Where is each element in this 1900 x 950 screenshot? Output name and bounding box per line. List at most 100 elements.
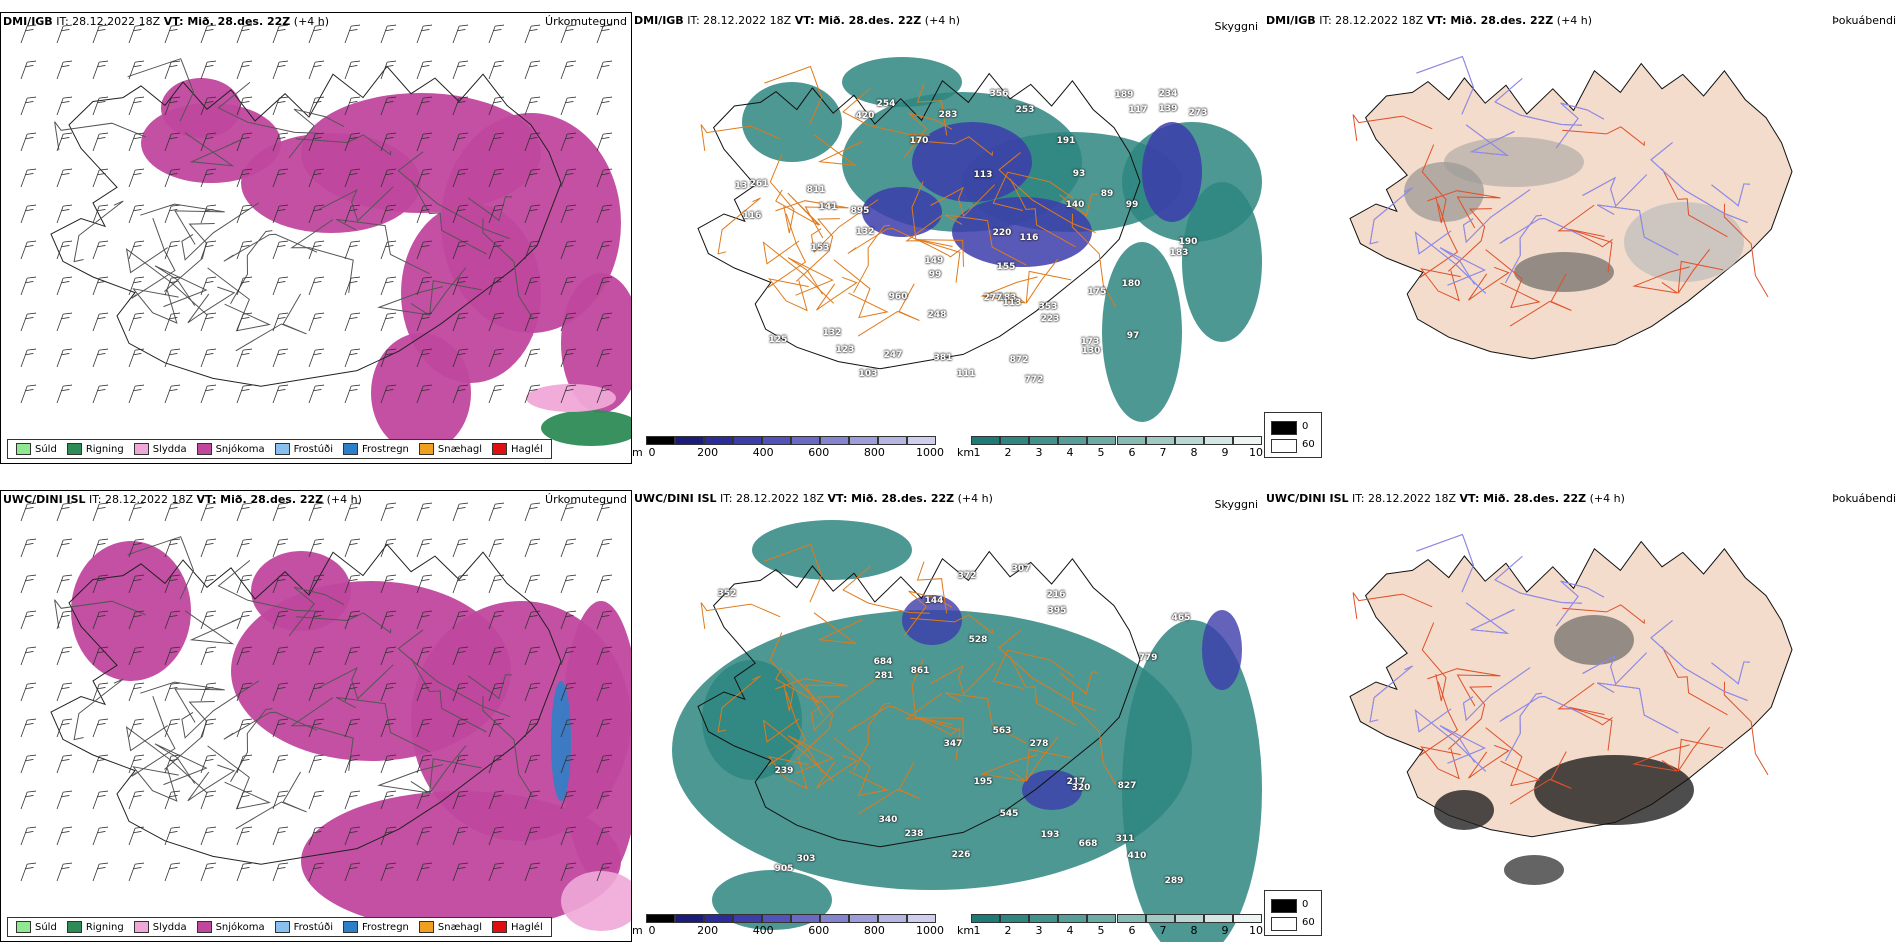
road-line bbox=[154, 265, 208, 308]
wind-barb-flag bbox=[457, 543, 466, 546]
colorbar-segment bbox=[704, 436, 733, 445]
cloud-base-value: 116 bbox=[1019, 233, 1039, 243]
wind-barb-flag bbox=[27, 312, 37, 315]
wind-barb-flag bbox=[25, 579, 34, 582]
wind-barb-flag bbox=[205, 687, 214, 690]
wind-barb bbox=[560, 862, 577, 882]
wind-barb-flag bbox=[315, 610, 325, 613]
road-line bbox=[482, 218, 534, 320]
wind-barb bbox=[416, 862, 433, 882]
colorbar-tick-label: 600 bbox=[808, 446, 830, 459]
wind-barb-staff bbox=[92, 61, 100, 80]
wind-barb-staff bbox=[92, 503, 100, 522]
wind-barb-staff bbox=[380, 169, 388, 188]
cloud-base-value: 895 bbox=[850, 206, 870, 216]
wind-barb-staff bbox=[488, 647, 496, 666]
road-line bbox=[1485, 249, 1541, 309]
wind-barb-flag bbox=[529, 795, 538, 798]
road-line bbox=[795, 218, 840, 282]
wind-barb-flag bbox=[315, 574, 325, 577]
wind-barb bbox=[488, 96, 505, 116]
wind-barb-staff bbox=[452, 25, 460, 44]
wind-barb-flag bbox=[567, 312, 577, 315]
wind-barb bbox=[344, 790, 361, 810]
low-visibility-area bbox=[1102, 242, 1182, 422]
wind-barb-flag bbox=[243, 312, 253, 315]
wind-barb-flag bbox=[97, 281, 106, 284]
wind-barb-flag bbox=[457, 723, 466, 726]
visibility-map-top bbox=[697, 57, 1262, 422]
wind-barb-flag bbox=[349, 317, 358, 320]
wind-barb bbox=[200, 646, 217, 666]
wind-barb-flag bbox=[63, 826, 73, 829]
wind-barb-flag bbox=[423, 204, 433, 207]
wind-barb-flag bbox=[601, 29, 610, 32]
wind-barb-flag bbox=[277, 543, 286, 546]
wind-barb bbox=[92, 538, 109, 558]
road-line bbox=[1569, 706, 1613, 726]
cloud-base-value: 97 bbox=[1126, 331, 1140, 341]
wind-barb-flag bbox=[315, 312, 325, 315]
wind-barb-flag bbox=[207, 204, 217, 207]
colorbar-tick-label: 9 bbox=[1221, 924, 1229, 937]
wind-barb-flag bbox=[493, 651, 502, 654]
wind-barb-staff bbox=[452, 277, 460, 296]
wind-barb-flag bbox=[241, 651, 250, 654]
wind-barb-flag bbox=[567, 204, 577, 207]
wind-barb-staff bbox=[416, 863, 424, 882]
panel-header: UWC/DINI ISL IT: 28.12.2022 18Z VT: Mið.… bbox=[3, 493, 362, 506]
wind-barb-staff bbox=[92, 755, 100, 774]
wind-barb bbox=[524, 718, 541, 738]
wind-barb bbox=[56, 132, 73, 152]
wind-barb-flag bbox=[207, 240, 217, 243]
wind-barb bbox=[344, 718, 361, 738]
legend-label: Slydda bbox=[152, 443, 187, 455]
wind-barb bbox=[596, 24, 613, 44]
wind-barb-flag bbox=[61, 687, 70, 690]
colorbar-segment bbox=[646, 914, 675, 923]
wind-barb-staff bbox=[416, 827, 424, 846]
road-line bbox=[842, 566, 930, 614]
wind-barb bbox=[344, 348, 361, 368]
wind-barb-flag bbox=[385, 615, 394, 618]
wind-barb-flag bbox=[171, 168, 181, 171]
wind-barb-staff bbox=[236, 133, 244, 152]
cloud-base-value: 668 bbox=[1078, 839, 1098, 849]
wind-barb-flag bbox=[133, 651, 142, 654]
wind-barb bbox=[92, 718, 109, 738]
wind-barb-flag bbox=[529, 615, 538, 618]
road-line bbox=[73, 200, 124, 263]
wind-barb bbox=[560, 312, 577, 332]
cloud-base-value: 811 bbox=[806, 185, 826, 195]
wind-barb bbox=[380, 574, 397, 594]
wind-barb bbox=[596, 790, 613, 810]
wind-barb-flag bbox=[567, 862, 577, 865]
wind-barb bbox=[128, 718, 145, 738]
wind-barb-staff bbox=[596, 25, 604, 44]
river-line bbox=[1499, 695, 1581, 722]
wind-barb-flag bbox=[171, 538, 181, 541]
wind-barb-flag bbox=[61, 867, 70, 870]
wind-barb-staff bbox=[200, 755, 208, 774]
wind-barb-flag bbox=[531, 646, 541, 649]
road-line bbox=[127, 58, 195, 122]
wind-barb bbox=[452, 168, 469, 188]
wind-barb-flag bbox=[315, 862, 325, 865]
wind-barb-flag bbox=[135, 790, 145, 793]
wind-barb-flag bbox=[385, 137, 394, 140]
wind-barb-staff bbox=[560, 647, 568, 666]
wind-barb bbox=[164, 132, 181, 152]
wind-barb-flag bbox=[169, 723, 178, 726]
wind-barb-flag bbox=[313, 507, 322, 510]
colorbar-tick-label: 6 bbox=[1128, 446, 1136, 459]
wind-barb-staff bbox=[272, 61, 280, 80]
wind-barb-flag bbox=[459, 610, 469, 613]
colorbar-tick-label: 6 bbox=[1128, 924, 1136, 937]
wind-barb-flag bbox=[241, 65, 250, 68]
wind-barb-staff bbox=[344, 755, 352, 774]
wind-barb bbox=[524, 790, 541, 810]
wind-barb-flag bbox=[351, 132, 361, 135]
wind-barb-flag bbox=[531, 132, 541, 135]
wind-barb-flag bbox=[459, 790, 469, 793]
wind-barb-staff bbox=[344, 97, 352, 116]
